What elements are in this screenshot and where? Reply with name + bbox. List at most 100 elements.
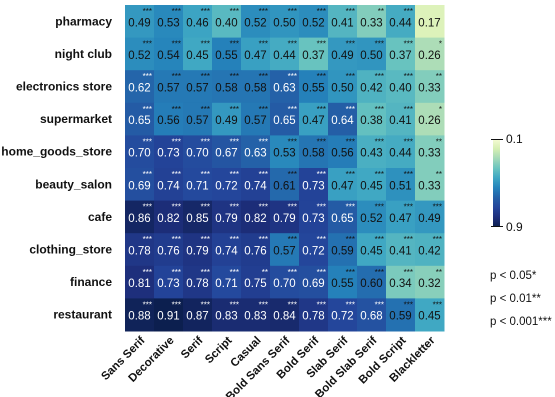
cell-value-label: 0.40 xyxy=(389,83,411,95)
heatmap-cell xyxy=(125,298,155,332)
significance-stars: *** xyxy=(404,268,413,277)
cell-value-label: 0.64 xyxy=(331,115,354,127)
cell-value-label: 0.56 xyxy=(157,115,179,127)
significance-stars: *** xyxy=(288,268,297,277)
heatmap-cell xyxy=(154,5,184,39)
cell-value-label: 0.38 xyxy=(360,115,382,127)
heatmap-cell xyxy=(415,70,445,104)
cell-value-label: 0.82 xyxy=(157,213,179,225)
significance-stars: *** xyxy=(317,137,326,146)
significance-stars: *** xyxy=(259,170,268,179)
heatmap-cell xyxy=(270,135,300,169)
row-label: clothing_store xyxy=(29,243,112,257)
significance-stars: *** xyxy=(433,203,442,212)
heatmap-cell xyxy=(299,5,329,39)
significance-stars: *** xyxy=(143,137,152,146)
significance-stars: *** xyxy=(172,72,181,81)
heatmap-cell xyxy=(415,298,445,332)
cell-value-label: 0.52 xyxy=(128,50,150,62)
significance-stars: * xyxy=(439,40,442,49)
heatmap-cell xyxy=(299,70,329,104)
heatmap-cell xyxy=(241,102,271,136)
row-label: supermarket xyxy=(40,112,112,126)
cell-value-label: 0.59 xyxy=(331,246,353,258)
cell-value-label: 0.79 xyxy=(273,213,295,225)
significance-stars: *** xyxy=(317,300,326,309)
cell-value-label: 0.47 xyxy=(389,213,411,225)
significance-stars: ** xyxy=(436,137,442,146)
heatmap-cell xyxy=(299,37,329,71)
cell-value-label: 0.85 xyxy=(186,213,208,225)
significance-stars: *** xyxy=(143,300,152,309)
cell-value-label: 0.26 xyxy=(418,115,440,127)
significance-stars: *** xyxy=(346,40,355,49)
significance-stars: *** xyxy=(288,203,297,212)
significance-stars: *** xyxy=(404,105,413,114)
cell-value-label: 0.65 xyxy=(331,213,353,225)
significance-stars: *** xyxy=(317,170,326,179)
cell-value-label: 0.87 xyxy=(186,311,208,323)
cell-value-label: 0.52 xyxy=(244,17,266,29)
cell-value-label: 0.78 xyxy=(186,278,208,290)
heatmap-cell xyxy=(357,5,387,39)
significance-stars: *** xyxy=(172,7,181,16)
significance-stars: ** xyxy=(436,170,442,179)
significance-stars: *** xyxy=(172,105,181,114)
cell-value-label: 0.58 xyxy=(302,148,324,160)
heatmap-cell xyxy=(328,265,358,299)
significance-stars: *** xyxy=(317,203,326,212)
colorbar-tick-top: 0.1 xyxy=(506,132,523,146)
significance-stars: *** xyxy=(346,300,355,309)
heatmap-cell xyxy=(270,265,300,299)
cell-value-label: 0.88 xyxy=(128,311,150,323)
cell-value-label: 0.71 xyxy=(186,180,208,192)
cell-value-label: 0.46 xyxy=(186,17,208,29)
significance-stars: *** xyxy=(259,7,268,16)
significance-stars: ** xyxy=(262,268,268,277)
heatmap-cell xyxy=(270,5,300,39)
heatmap-cell xyxy=(270,102,300,136)
cell-value-label: 0.71 xyxy=(215,278,237,290)
heatmap-cell xyxy=(212,200,242,234)
significance-stars: *** xyxy=(375,40,384,49)
significance-stars: *** xyxy=(172,40,181,49)
heatmap-cell xyxy=(154,102,184,136)
significance-stars: ** xyxy=(378,7,384,16)
significance-stars: *** xyxy=(288,40,297,49)
cell-value-label: 0.50 xyxy=(360,50,382,62)
colorbar-tick-bottom: 0.9 xyxy=(506,220,523,234)
cell-value-label: 0.72 xyxy=(215,180,237,192)
cell-value-label: 0.73 xyxy=(157,148,179,160)
significance-stars: *** xyxy=(259,40,268,49)
cell-value-label: 0.37 xyxy=(302,50,324,62)
heatmap-cell xyxy=(328,135,358,169)
cell-value-label: 0.72 xyxy=(302,246,324,258)
significance-stars: *** xyxy=(143,235,152,244)
significance-stars: *** xyxy=(375,72,384,81)
heatmap-cell xyxy=(386,135,416,169)
heatmap-cell xyxy=(183,298,213,332)
cell-value-label: 0.68 xyxy=(360,311,382,323)
cell-value-label: 0.72 xyxy=(331,311,353,323)
cell-value-label: 0.45 xyxy=(418,311,440,323)
cell-value-label: 0.70 xyxy=(273,278,295,290)
significance-stars: *** xyxy=(375,268,384,277)
significance-stars: *** xyxy=(230,268,239,277)
cell-value-label: 0.78 xyxy=(128,246,150,258)
heatmap-cell xyxy=(212,298,242,332)
significance-stars: *** xyxy=(143,40,152,49)
significance-stars: *** xyxy=(375,137,384,146)
significance-stars: *** xyxy=(230,7,239,16)
heatmap-cell xyxy=(241,265,271,299)
heatmap-cell xyxy=(386,102,416,136)
cell-value-label: 0.86 xyxy=(128,213,150,225)
cell-value-label: 0.42 xyxy=(360,83,382,95)
significance-stars: *** xyxy=(201,235,210,244)
heatmap-cell xyxy=(357,135,387,169)
significance-stars: *** xyxy=(230,235,239,244)
cell-value-label: 0.32 xyxy=(418,278,440,290)
heatmap-cell xyxy=(299,265,329,299)
significance-stars: *** xyxy=(404,300,413,309)
cell-value-label: 0.40 xyxy=(215,17,237,29)
significance-stars: *** xyxy=(201,72,210,81)
